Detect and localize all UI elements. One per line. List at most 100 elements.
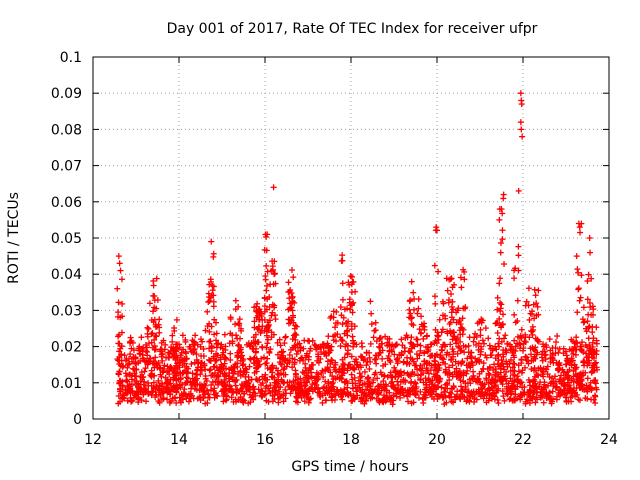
data-point xyxy=(352,288,359,295)
data-point xyxy=(480,383,487,390)
data-point xyxy=(457,347,464,354)
data-point xyxy=(220,398,227,405)
data-point xyxy=(247,355,254,362)
data-point xyxy=(503,358,510,365)
data-point xyxy=(342,343,349,350)
data-point xyxy=(368,321,375,328)
y-tick-label: 0.03 xyxy=(51,303,82,319)
data-point xyxy=(136,385,143,392)
data-point xyxy=(348,398,355,405)
data-point xyxy=(235,320,242,327)
data-point xyxy=(301,398,308,405)
data-point xyxy=(457,377,464,384)
data-point xyxy=(279,378,286,385)
data-point xyxy=(288,267,295,274)
data-point xyxy=(500,393,507,400)
data-point xyxy=(202,366,209,373)
data-points xyxy=(114,90,601,408)
data-point xyxy=(515,252,522,259)
data-point xyxy=(574,266,581,273)
data-point xyxy=(221,370,228,377)
data-point xyxy=(212,319,219,326)
data-point xyxy=(586,323,593,330)
data-point xyxy=(501,261,508,268)
data-point xyxy=(230,370,237,377)
data-point xyxy=(536,383,543,390)
data-point xyxy=(431,395,438,402)
data-point xyxy=(277,355,284,362)
data-point xyxy=(394,378,401,385)
data-point xyxy=(528,351,535,358)
data-point xyxy=(453,340,460,347)
data-point xyxy=(282,395,289,402)
data-point xyxy=(232,321,239,328)
data-point xyxy=(332,392,339,399)
data-point xyxy=(115,309,122,316)
data-point xyxy=(590,362,597,369)
data-point xyxy=(246,342,253,349)
data-point xyxy=(264,365,271,372)
data-point xyxy=(439,359,446,366)
data-point xyxy=(553,339,560,346)
data-point xyxy=(128,397,135,404)
data-point xyxy=(163,379,170,386)
data-point xyxy=(288,382,295,389)
data-point xyxy=(371,327,378,334)
data-point xyxy=(346,281,353,288)
data-point xyxy=(252,392,259,399)
data-point xyxy=(190,395,197,402)
data-point xyxy=(119,383,126,390)
data-point xyxy=(593,340,600,347)
data-point xyxy=(250,389,257,396)
data-point xyxy=(573,334,580,341)
data-point xyxy=(320,374,327,381)
data-point xyxy=(581,318,588,325)
data-point xyxy=(434,332,441,339)
data-point xyxy=(367,340,374,347)
data-point xyxy=(122,389,129,396)
data-point xyxy=(510,378,517,385)
data-point xyxy=(516,345,523,352)
data-point xyxy=(444,349,451,356)
data-point xyxy=(154,296,161,303)
data-point xyxy=(185,365,192,372)
data-point xyxy=(332,359,339,366)
data-point xyxy=(276,388,283,395)
data-point xyxy=(408,400,415,407)
data-point xyxy=(577,229,584,236)
x-tick-label: 24 xyxy=(600,432,618,448)
x-tick-label: 14 xyxy=(170,432,188,448)
data-point xyxy=(158,353,165,360)
data-point xyxy=(155,377,162,384)
data-point xyxy=(425,370,432,377)
data-point xyxy=(439,347,446,354)
data-point xyxy=(549,355,556,362)
data-point xyxy=(479,337,486,344)
data-point xyxy=(358,394,365,401)
data-point xyxy=(145,325,152,332)
data-point xyxy=(488,380,495,387)
data-point xyxy=(218,361,225,368)
data-point xyxy=(138,334,145,341)
data-point xyxy=(158,373,165,380)
data-point xyxy=(322,397,329,404)
data-point xyxy=(512,385,519,392)
data-point xyxy=(522,333,529,340)
data-point xyxy=(443,275,450,282)
data-point xyxy=(197,394,204,401)
data-point xyxy=(444,287,451,294)
data-point xyxy=(414,336,421,343)
data-point xyxy=(269,365,276,372)
data-point xyxy=(328,343,335,350)
data-point xyxy=(156,399,163,406)
data-point xyxy=(176,344,183,351)
data-point xyxy=(123,390,130,397)
data-point xyxy=(579,339,586,346)
data-point xyxy=(142,365,149,372)
data-point xyxy=(213,392,220,399)
data-point xyxy=(209,287,216,294)
data-point xyxy=(239,396,246,403)
data-point xyxy=(296,384,303,391)
data-point xyxy=(372,356,379,363)
data-point xyxy=(593,324,600,331)
